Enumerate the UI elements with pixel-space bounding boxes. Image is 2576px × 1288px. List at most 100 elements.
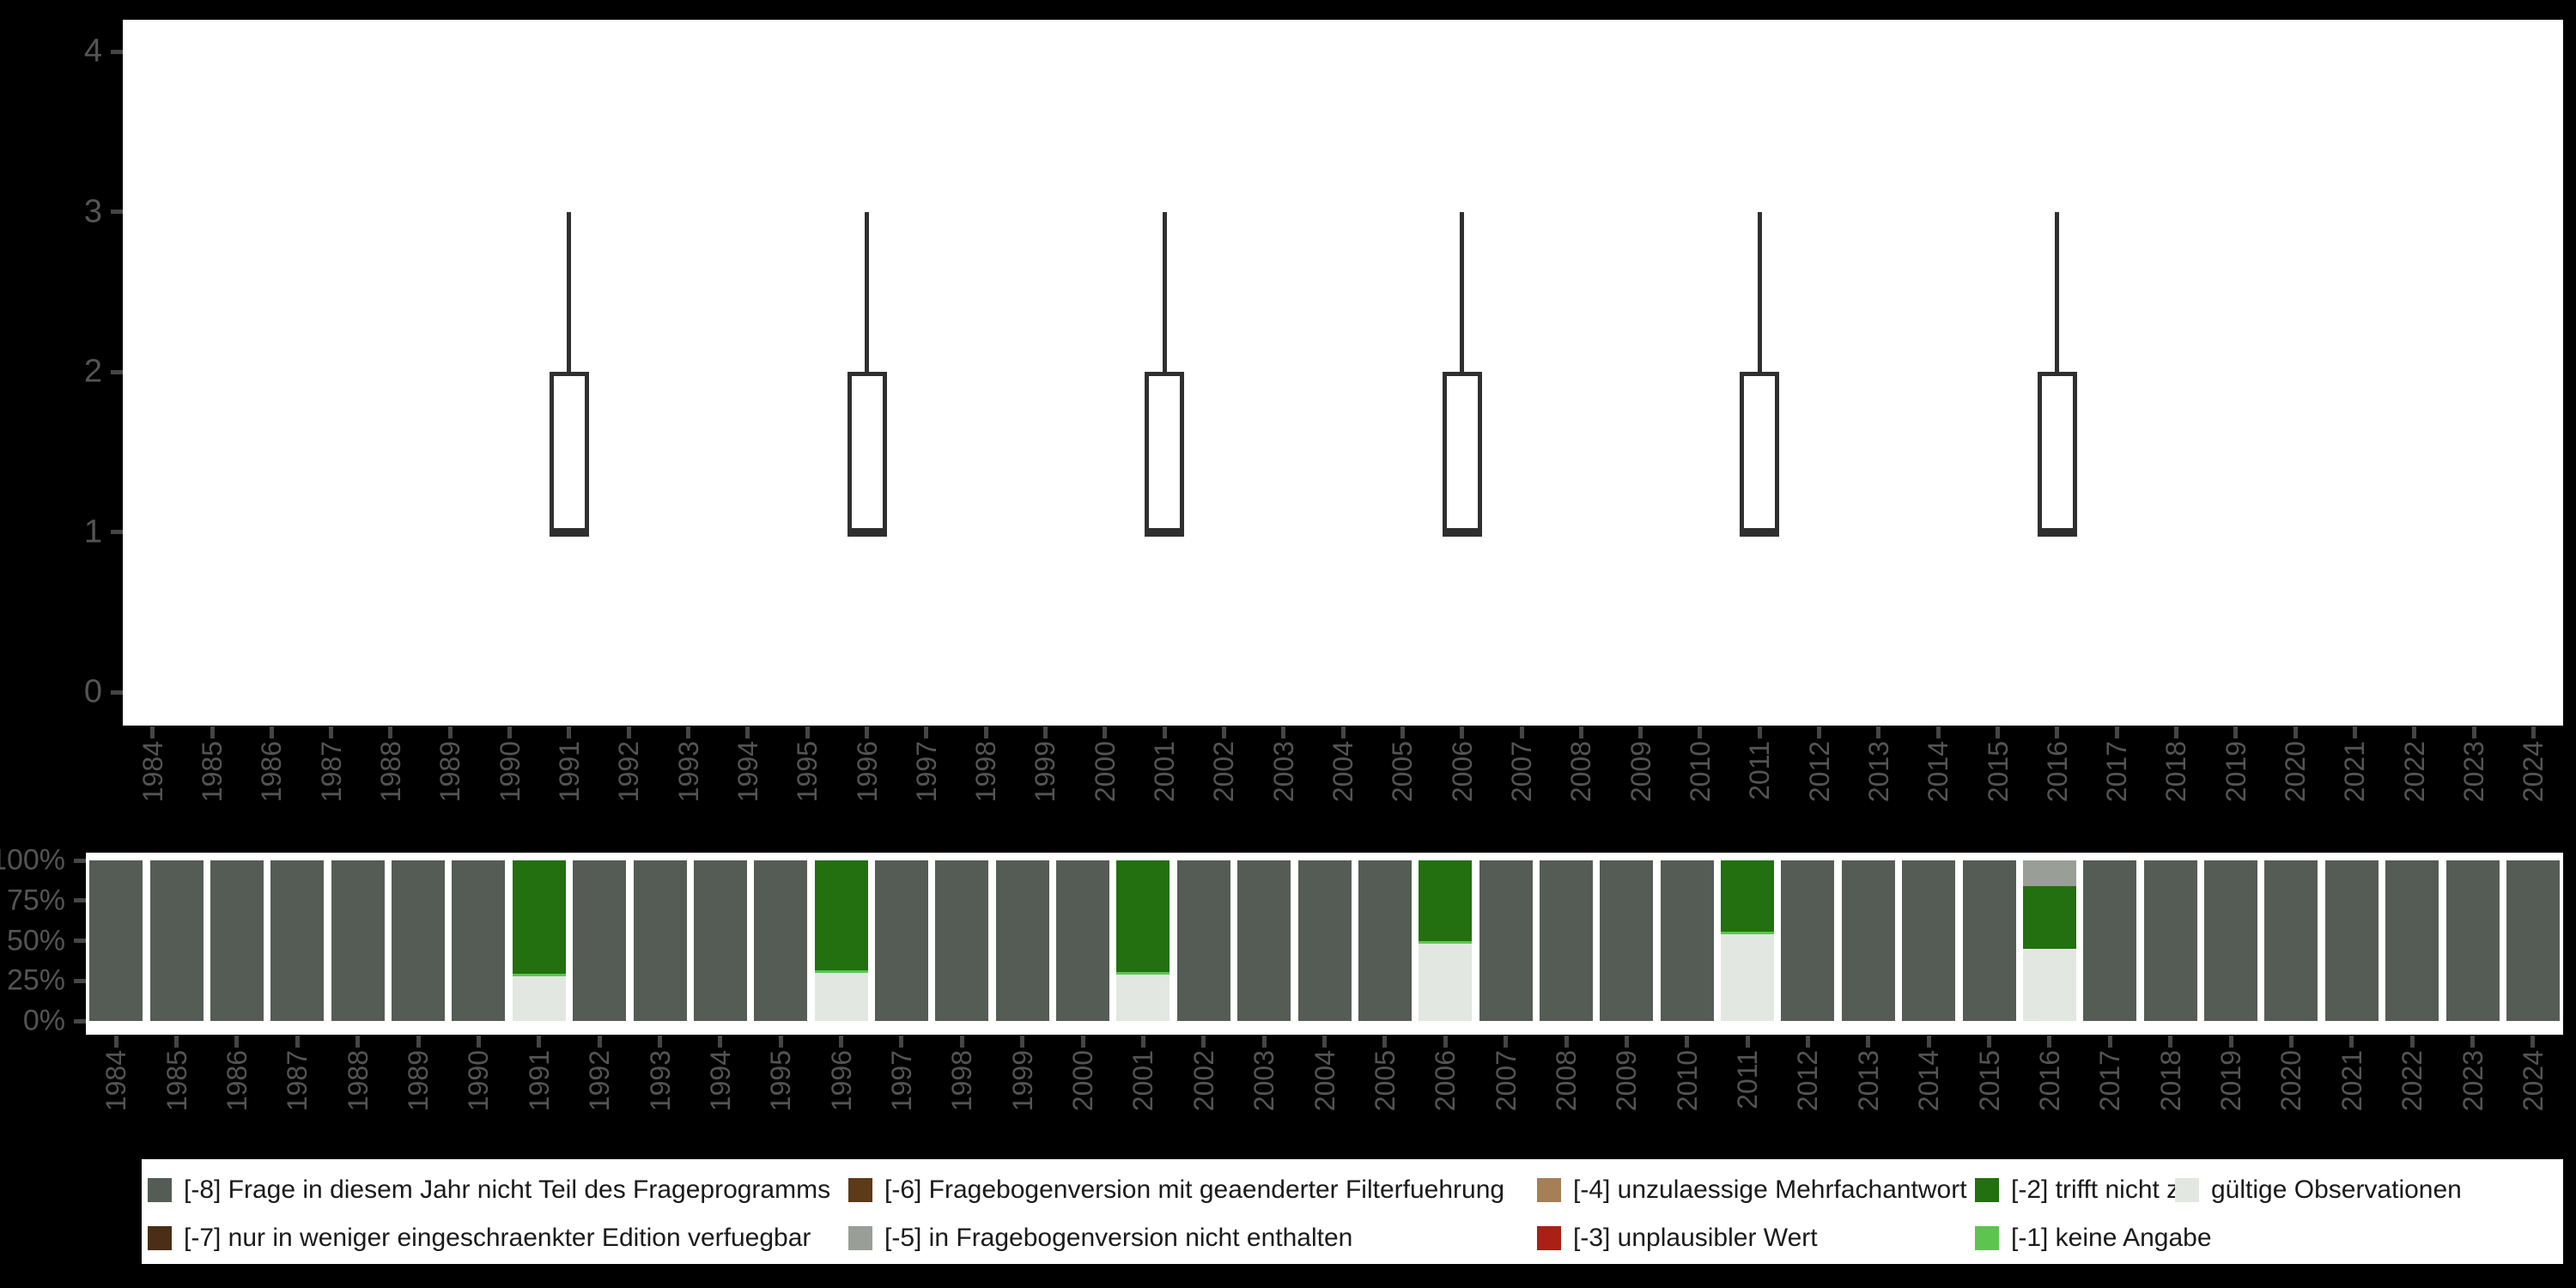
bar-segment-1991--1 — [512, 973, 566, 976]
bar-segment-2001--1 — [1116, 972, 1170, 975]
boxplot-whisker — [2055, 211, 2060, 372]
bar-segment-1987--8 — [270, 860, 325, 1021]
x-tick — [2228, 1036, 2233, 1048]
x-tick-label: 2013 — [1862, 741, 1894, 803]
x-tick-label: 1985 — [197, 741, 228, 803]
x-tick-label: 2004 — [1309, 1050, 1340, 1112]
x-tick — [1020, 1036, 1025, 1048]
boxplot-box — [549, 372, 589, 532]
bar-segment-2008--8 — [1540, 860, 1593, 1021]
legend-label--2: [-2] trifft nicht zu — [2011, 1176, 2194, 1204]
x-tick — [1042, 726, 1048, 738]
x-tick — [839, 1036, 844, 1048]
x-tick — [2047, 1036, 2052, 1048]
x-tick — [150, 726, 155, 738]
bar-segment-2006--2 — [1419, 860, 1473, 942]
bar-segment-1996--2 — [814, 860, 868, 971]
x-tick-label: 1996 — [825, 1050, 857, 1112]
bar-segment-1984--8 — [89, 860, 143, 1021]
x-tick-label: 1994 — [704, 1050, 736, 1112]
percent-tick — [74, 858, 86, 863]
x-tick — [2471, 726, 2476, 738]
x-tick-label: 2022 — [2397, 1050, 2428, 1112]
x-tick — [1685, 1036, 1690, 1048]
legend-swatch--6 — [848, 1178, 872, 1202]
x-tick — [295, 1036, 300, 1048]
bar-segment-2012--8 — [1781, 860, 1835, 1021]
x-tick — [899, 1036, 904, 1048]
boxplot-median — [1145, 527, 1184, 537]
x-tick — [1443, 1036, 1448, 1048]
x-tick — [537, 1036, 542, 1048]
x-tick-label: 2009 — [1611, 1050, 1643, 1112]
x-tick-label: 1995 — [765, 1050, 797, 1112]
x-tick — [1876, 726, 1881, 738]
x-tick-label: 2012 — [1792, 1050, 1824, 1112]
bar-segment-2020--8 — [2264, 860, 2318, 1021]
x-tick-label: 2019 — [2215, 1050, 2246, 1112]
bar-segment-2016--2 — [2022, 885, 2076, 949]
boxplot-whisker — [567, 211, 572, 372]
boxplot-median — [1740, 527, 1780, 537]
bar-segment-2017--8 — [2083, 860, 2137, 1021]
x-tick-label: 2014 — [1913, 1050, 1945, 1112]
x-tick-label: 2016 — [2033, 1050, 2065, 1112]
x-tick-label: 2013 — [1852, 1050, 1884, 1112]
x-tick — [1564, 1036, 1569, 1048]
x-tick — [2173, 726, 2178, 738]
x-tick — [1221, 726, 1226, 738]
x-tick-label: 2018 — [2154, 1050, 2186, 1112]
x-tick — [805, 726, 810, 738]
x-tick — [1698, 726, 1703, 738]
x-tick — [983, 726, 988, 738]
percent-tick-label: 100% — [0, 843, 65, 877]
bar-segment-2004--8 — [1297, 860, 1352, 1021]
x-tick — [113, 1036, 118, 1048]
x-tick-label: 2023 — [2457, 1050, 2488, 1112]
x-tick-label: 2005 — [1369, 1050, 1400, 1112]
x-tick — [745, 726, 750, 738]
x-tick — [959, 1036, 964, 1048]
bar-segment-2013--8 — [1841, 860, 1895, 1021]
boxplot-box — [1145, 372, 1184, 532]
bar-segment-2011--2 — [1721, 860, 1775, 933]
x-tick-label: 1999 — [1006, 1050, 1038, 1112]
x-tick-label: 1989 — [434, 741, 466, 803]
x-tick-label: 2007 — [1490, 1050, 1522, 1112]
x-tick-label: 1994 — [732, 741, 763, 803]
y-tick — [111, 49, 123, 54]
x-tick — [1866, 1036, 1871, 1048]
x-tick-label: 2024 — [2517, 1050, 2549, 1112]
x-tick — [416, 1036, 421, 1048]
x-tick — [1757, 726, 1762, 738]
y-tick-label: 4 — [83, 33, 102, 70]
percent-tick — [74, 898, 86, 903]
legend-swatch--7 — [148, 1226, 172, 1250]
x-tick — [658, 1036, 662, 1048]
x-tick-label: 2022 — [2398, 741, 2430, 803]
x-tick-label: 2009 — [1625, 741, 1656, 803]
bar-segment-1992--8 — [573, 860, 627, 1021]
x-tick-label: 2020 — [2280, 741, 2312, 803]
bar-segment-1995--8 — [754, 860, 808, 1021]
x-tick — [2114, 726, 2119, 738]
bar-segment-2006--1 — [1419, 941, 1473, 945]
x-tick-label: 1997 — [885, 1050, 917, 1112]
bar-segment-2001--2 — [1116, 860, 1170, 972]
x-tick-label: 2010 — [1671, 1050, 1703, 1112]
x-tick — [865, 726, 869, 738]
bar-segment-1993--8 — [633, 860, 687, 1021]
y-tick-label: 0 — [83, 673, 102, 710]
x-tick-label: 2001 — [1149, 741, 1180, 803]
x-tick-label: 2006 — [1430, 1050, 1461, 1112]
bar-segment-1986--8 — [210, 860, 264, 1021]
x-tick-label: 2011 — [1732, 1050, 1764, 1109]
bar-segment-2022--8 — [2385, 860, 2439, 1021]
x-tick — [2055, 726, 2060, 738]
x-tick-label: 2021 — [2336, 1050, 2367, 1112]
bar-segment-2011--1 — [1721, 932, 1775, 934]
x-tick — [686, 726, 690, 738]
x-tick-label: 1993 — [644, 1050, 676, 1112]
bar-segment-1996-valid — [814, 972, 868, 1021]
legend-label--7: [-7] nur in weniger eingeschraenkter Edi… — [184, 1224, 811, 1252]
